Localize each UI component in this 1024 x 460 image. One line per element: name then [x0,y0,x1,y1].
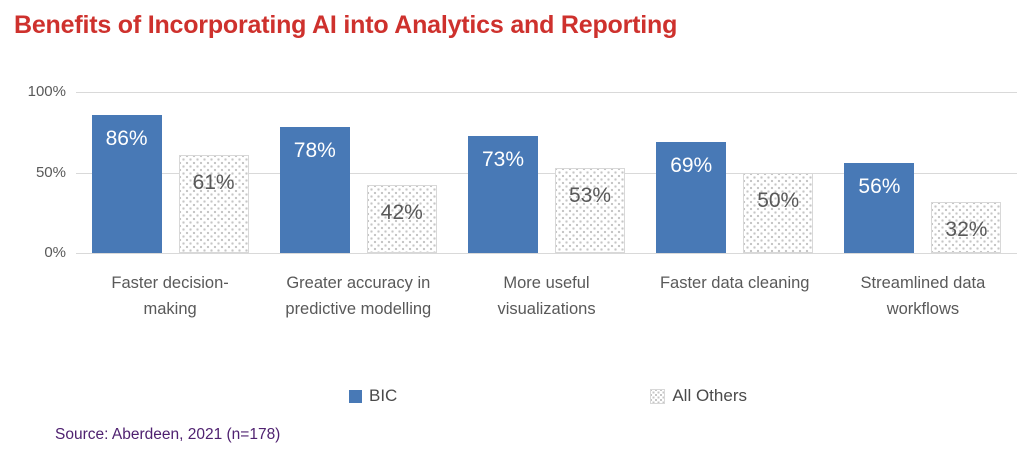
bar-group: 56% 32% [829,92,1017,253]
bar-value-label: 42% [380,201,423,225]
legend: BIC All Others [36,386,1024,406]
legend-label-bic: BIC [369,386,398,405]
bar-value-label: 69% [670,153,713,177]
y-tick-label: 50% [35,164,66,181]
source-note: Source: Aberdeen, 2021 (n=178) [55,426,281,443]
gridline [76,173,1017,174]
bic-swatch-icon [349,389,362,403]
bar-value-label: 56% [858,174,901,198]
category-label: More useful visualizations [497,274,596,318]
bar-group: 69% 50% [641,92,829,253]
legend-label-all-others: All Others [672,386,747,405]
category-label: Faster decision-making [111,274,229,318]
bar-value-label: 50% [757,188,800,212]
bar-bic: 78% [279,127,350,253]
bar-bic: 69% [656,141,727,253]
category-label: Greater accuracy in predictive modelling [285,274,432,318]
bar-value-label: 73% [481,147,525,171]
category-label: Faster data cleaning [659,274,810,292]
gridline [76,92,1017,93]
bar-groups: 86% 61% 78% 42% 73% 53% 69% 50% 56% 32% [76,92,1017,253]
page-title: Benefits of Incorporating AI into Analyt… [14,11,678,39]
plot-area: 86% 61% 78% 42% 73% 53% 69% 50% 56% 32% [76,92,1017,254]
legend-item-all-others: All Others [650,386,747,406]
bar-all-others: 32% [931,201,1002,253]
all-others-swatch-icon [650,388,666,404]
y-tick-label: 100% [27,83,66,100]
x-axis-labels: Faster decision-making Greater accuracy i… [76,271,1017,322]
bar-group: 78% 42% [264,92,452,253]
bar-bic: 56% [844,162,915,253]
gridline [76,253,1017,254]
bar-value-label: 32% [945,217,988,241]
bar-group: 73% 53% [452,92,640,253]
category-label: Streamlined data workflows [860,274,986,318]
bar-all-others: 42% [366,185,437,253]
bar-value-label: 53% [568,183,612,207]
y-tick-label: 0% [44,244,66,261]
bar-value-label: 78% [293,139,336,163]
bar-group: 86% 61% [76,92,264,253]
bar-bic: 86% [91,114,162,253]
bar-all-others: 61% [178,154,249,253]
bar-value-label: 61% [192,170,235,194]
bar-all-others: 50% [743,172,814,253]
y-axis: 100% 50% 0% [0,83,66,261]
bar-bic: 73% [468,135,538,253]
bar-value-label: 86% [105,126,148,150]
legend-item-bic: BIC [349,386,397,406]
bar-all-others: 53% [555,167,625,253]
